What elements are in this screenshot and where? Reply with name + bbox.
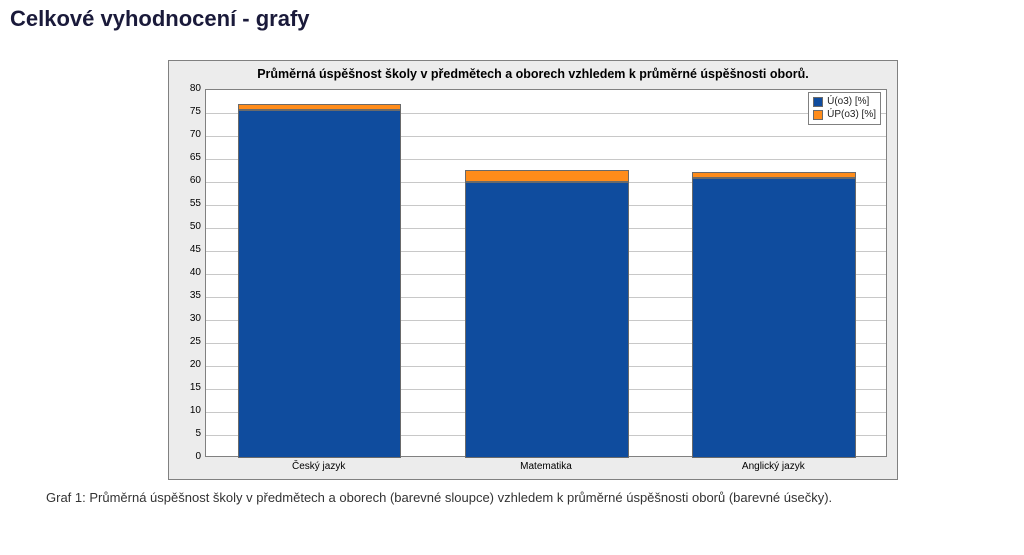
x-tick-label: Český jazyk — [292, 461, 345, 472]
legend-swatch — [813, 110, 823, 120]
y-tick-label: 25 — [179, 336, 201, 347]
y-tick-label: 75 — [179, 106, 201, 117]
legend-label: ÚP(o3) [%] — [827, 108, 876, 121]
y-tick-label: 0 — [179, 451, 201, 462]
y-tick-label: 65 — [179, 152, 201, 163]
chart-title: Průměrná úspěšnost školy v předmětech a … — [169, 67, 897, 81]
y-tick-label: 80 — [179, 83, 201, 94]
legend-item: ÚP(o3) [%] — [813, 108, 876, 121]
bar-segment-top — [692, 172, 856, 178]
chart-plot-area — [205, 89, 887, 457]
bar-segment-top — [465, 170, 629, 182]
bar-segment-main — [692, 178, 856, 458]
chart-legend: Ú(o3) [%]ÚP(o3) [%] — [808, 92, 881, 125]
page-title: Celkové vyhodnocení - grafy — [10, 6, 1016, 32]
bar-segment-top — [238, 104, 402, 110]
y-tick-label: 20 — [179, 359, 201, 370]
chart-frame: Průměrná úspěšnost školy v předmětech a … — [168, 60, 898, 480]
y-tick-label: 45 — [179, 244, 201, 255]
chart-container: Průměrná úspěšnost školy v předmětech a … — [168, 60, 898, 480]
y-tick-label: 40 — [179, 267, 201, 278]
bar — [465, 170, 629, 458]
bar — [692, 172, 856, 458]
y-tick-label: 55 — [179, 198, 201, 209]
y-tick-label: 50 — [179, 221, 201, 232]
x-tick-label: Matematika — [520, 461, 572, 472]
legend-swatch — [813, 97, 823, 107]
legend-label: Ú(o3) [%] — [827, 95, 869, 108]
x-tick-label: Anglický jazyk — [742, 461, 805, 472]
y-tick-label: 60 — [179, 175, 201, 186]
legend-item: Ú(o3) [%] — [813, 95, 876, 108]
y-tick-label: 70 — [179, 129, 201, 140]
bar — [238, 104, 402, 458]
y-tick-label: 5 — [179, 428, 201, 439]
bar-segment-main — [465, 182, 629, 458]
bar-segment-main — [238, 110, 402, 458]
chart-caption: Graf 1: Průměrná úspěšnost školy v předm… — [46, 490, 1016, 505]
y-tick-label: 10 — [179, 405, 201, 416]
y-tick-label: 15 — [179, 382, 201, 393]
y-tick-label: 30 — [179, 313, 201, 324]
y-tick-label: 35 — [179, 290, 201, 301]
